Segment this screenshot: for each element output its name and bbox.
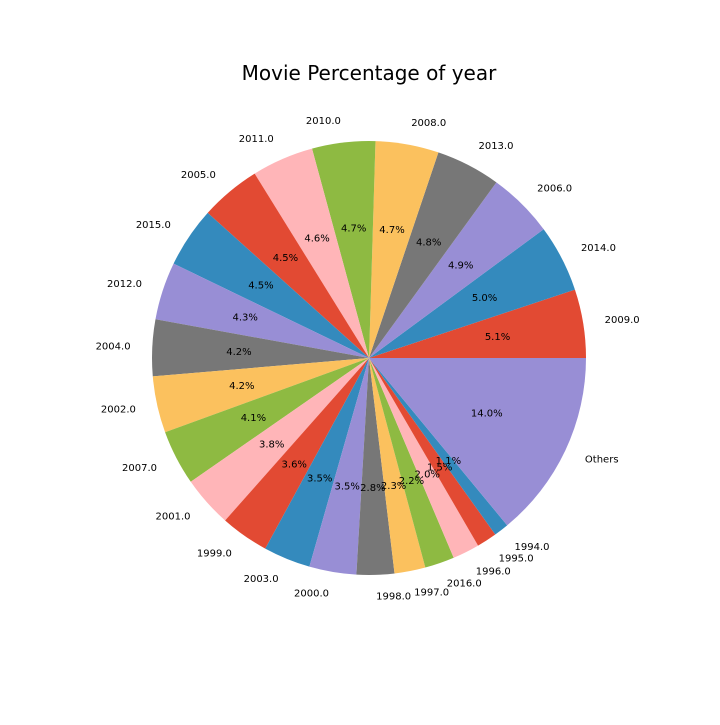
slice-percent-label: 4.7% (341, 224, 366, 235)
slice-percent-label: 4.2% (226, 347, 251, 358)
slice-percent-label: 5.0% (472, 293, 497, 304)
pie-slice (155, 263, 369, 358)
pie-slice (152, 358, 369, 433)
pie-slice (369, 141, 439, 358)
pie-slice (309, 358, 369, 575)
pie-slices (151, 141, 586, 576)
slice-category-label: 1995.0 (499, 553, 534, 564)
slice-percent-label: 4.5% (273, 253, 298, 264)
slice-percent-label: 4.7% (379, 225, 404, 236)
slice-category-label: 2002.0 (101, 404, 136, 415)
chart-title: Movie Percentage of year (242, 61, 497, 85)
pie-slice (369, 358, 479, 558)
pie-slice (265, 358, 369, 567)
pie-slice (369, 358, 496, 546)
pie-slice (190, 358, 369, 521)
slice-category-label: 2006.0 (537, 184, 572, 195)
slice-percent-label: 4.3% (232, 313, 257, 324)
pie-slice (165, 358, 369, 482)
slice-percent-label: 1.5% (427, 462, 452, 473)
slice-category-label: 2014.0 (581, 243, 616, 254)
slice-category-label: 2009.0 (605, 315, 640, 326)
slice-percent-label: 2.8% (360, 483, 385, 494)
pie-slice (312, 141, 376, 358)
slice-percent-label: 4.8% (416, 237, 441, 248)
slice-percent-label: 3.5% (307, 474, 332, 485)
pie-slice (254, 148, 369, 358)
pie-slice (369, 358, 586, 526)
pie-slice (207, 173, 369, 358)
slice-percent-label: 4.9% (448, 261, 473, 272)
slice-category-label: 2012.0 (107, 279, 142, 290)
slice-percent-label: 1.1% (436, 456, 461, 467)
slice-category-label: 2004.0 (96, 342, 131, 353)
slice-percent-label: 4.1% (241, 413, 266, 424)
slice-category-label: 1998.0 (376, 592, 411, 603)
slice-percent-label: 4.6% (304, 234, 329, 245)
pie-slice (369, 182, 544, 358)
slice-category-label: 2001.0 (156, 512, 191, 523)
pie-labels: 2009.0 5.1% 2014.0 5.0% 2006.0 4.9% 2013.0 4.8%… (96, 116, 640, 603)
pie-slice (369, 358, 426, 574)
slice-category-label: Others (585, 455, 619, 466)
slice-percent-label: 2.2% (399, 476, 424, 487)
slice-category-label: 2008.0 (411, 118, 446, 129)
slice-category-label: 1997.0 (414, 587, 449, 598)
slice-percent-label: 5.1% (485, 332, 510, 343)
slice-category-label: 2003.0 (244, 574, 279, 585)
slice-percent-label: 2.3% (381, 481, 406, 492)
slice-category-label: 2000.0 (294, 588, 329, 599)
pie-slice (369, 229, 575, 358)
pie-slice (173, 212, 369, 358)
slice-percent-label: 2.0% (415, 469, 440, 480)
pie-slice (369, 152, 497, 358)
pie-slice (356, 358, 395, 576)
pie-slice (369, 358, 454, 568)
slice-category-label: 2013.0 (478, 141, 513, 152)
pie-slice (225, 358, 369, 549)
slice-percent-label: 3.6% (282, 460, 307, 471)
slice-percent-label: 4.2% (229, 381, 254, 392)
pie-slice (151, 319, 369, 377)
slice-category-label: 2010.0 (306, 116, 341, 127)
slice-percent-label: 4.5% (248, 280, 273, 291)
slice-percent-label: 14.0% (471, 408, 503, 419)
slice-category-label: 2007.0 (122, 463, 157, 474)
slice-category-label: 1999.0 (197, 548, 232, 559)
slice-category-label: 2005.0 (181, 170, 216, 181)
slice-category-label: 2016.0 (447, 579, 482, 590)
slice-category-label: 1996.0 (476, 566, 511, 577)
slice-category-label: 2015.0 (136, 220, 171, 231)
slice-percent-label: 3.5% (334, 481, 359, 492)
slice-category-label: 1994.0 (515, 542, 550, 553)
slice-category-label: 2011.0 (239, 134, 274, 145)
slice-percent-label: 3.8% (259, 439, 284, 450)
pie-slice (369, 358, 508, 535)
pie-slice (369, 289, 586, 358)
